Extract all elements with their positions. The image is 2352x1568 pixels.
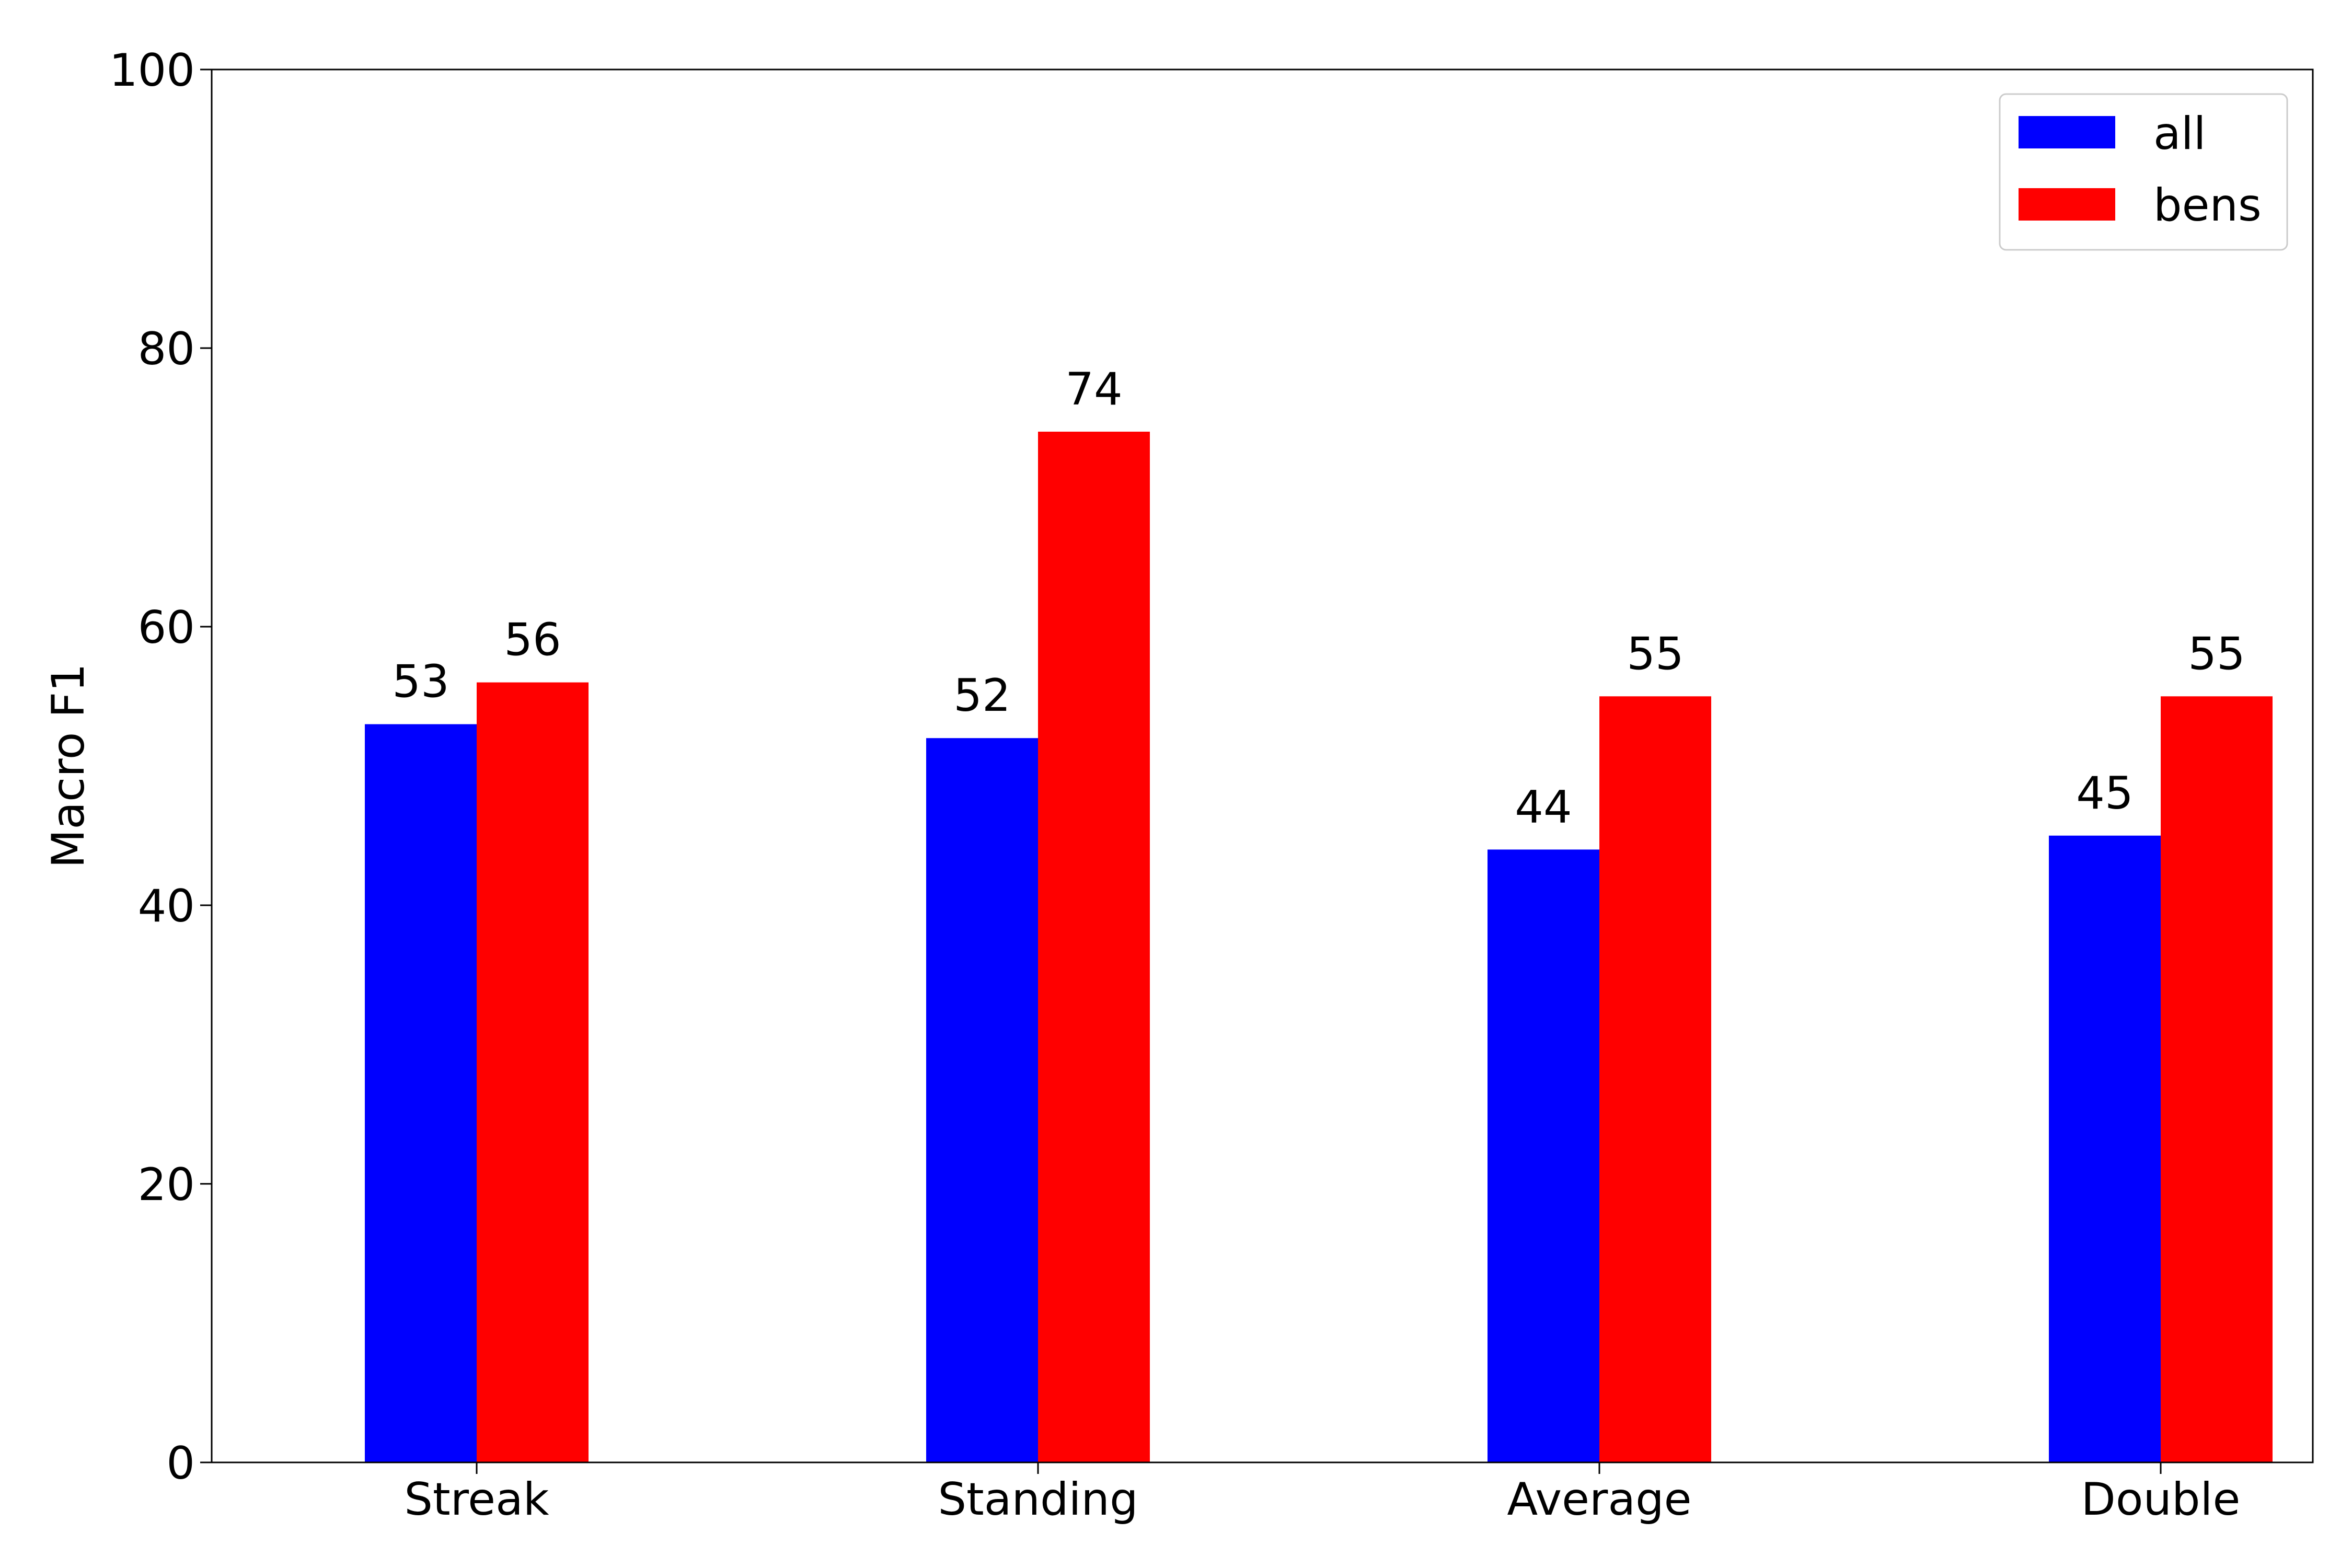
legend-swatch-all bbox=[2019, 116, 2115, 148]
legend-swatch-bens bbox=[2019, 188, 2115, 221]
bar-standing-all bbox=[926, 738, 1038, 1462]
y-tick-label-20: 20 bbox=[138, 1159, 195, 1211]
legend-label-all: all bbox=[2153, 108, 2206, 160]
bar-double-bens bbox=[2161, 696, 2273, 1462]
y-tick-label-60: 60 bbox=[138, 602, 195, 654]
bar-double-all bbox=[2049, 835, 2161, 1462]
bar-label-average-all: 44 bbox=[1515, 781, 1572, 833]
bar-streak-all bbox=[365, 724, 477, 1462]
bar-label-double-all: 45 bbox=[2076, 767, 2133, 820]
bars-group bbox=[365, 431, 2273, 1462]
x-tick-label-double: Double bbox=[2081, 1473, 2241, 1526]
bar-label-standing-bens: 74 bbox=[1065, 363, 1122, 416]
bar-label-double-bens: 55 bbox=[2188, 628, 2245, 680]
y-axis-label: Macro F1 bbox=[42, 663, 95, 868]
bar-label-streak-all: 53 bbox=[392, 656, 449, 708]
x-tick-label-streak: Streak bbox=[404, 1473, 549, 1526]
y-tick-label-100: 100 bbox=[109, 44, 195, 97]
plot-frame bbox=[211, 68, 2314, 1463]
x-axis: Streak Standing Average Double bbox=[404, 1462, 2240, 1526]
legend: all bens bbox=[1999, 93, 2288, 251]
bar-label-average-bens: 55 bbox=[1627, 628, 1684, 680]
y-axis: 0 20 40 60 80 100 bbox=[109, 44, 212, 1490]
y-tick-label-0: 0 bbox=[166, 1437, 195, 1490]
y-tick-label-80: 80 bbox=[138, 323, 195, 375]
bar-average-all bbox=[1488, 849, 1599, 1462]
bar-labels-group: 53 56 52 74 44 55 45 55 bbox=[392, 363, 2245, 834]
bar-standing-bens bbox=[1038, 431, 1150, 1462]
bar-streak-bens bbox=[477, 682, 589, 1462]
legend-label-bens: bens bbox=[2153, 179, 2262, 232]
y-tick-label-40: 40 bbox=[138, 880, 195, 932]
x-tick-label-standing: Standing bbox=[938, 1473, 1138, 1526]
bar-average-bens bbox=[1599, 696, 1711, 1462]
bar-label-streak-bens: 56 bbox=[504, 614, 561, 666]
bar-label-standing-all: 52 bbox=[953, 670, 1010, 722]
x-tick-label-average: Average bbox=[1507, 1473, 1691, 1526]
